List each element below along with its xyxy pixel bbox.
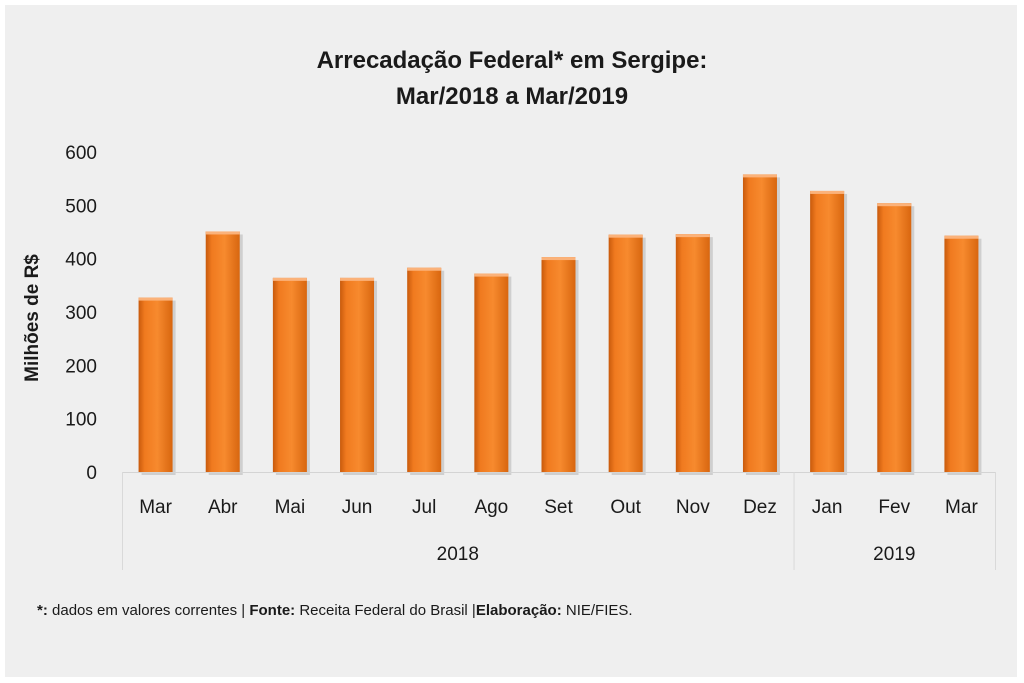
- bar-top: [810, 190, 845, 194]
- y-tick-label: 400: [65, 250, 97, 271]
- x-tick-label: Mai: [275, 497, 306, 518]
- bar-top: [944, 235, 979, 239]
- x-tick-label: Ago: [474, 497, 508, 518]
- y-axis-label: Milhões de R$: [22, 254, 43, 382]
- footnote-source-label: Fonte:: [249, 602, 296, 619]
- x-tick-label: Set: [544, 497, 573, 518]
- y-tick-label: 100: [65, 410, 97, 431]
- bar: [541, 257, 576, 472]
- bar: [138, 297, 173, 472]
- y-axis: 0 100 200 300 400 500 600: [65, 143, 97, 484]
- year-group-label: 2018: [437, 544, 479, 565]
- chart-title: Arrecadação Federal* em Sergipe: Mar/201…: [0, 43, 1024, 115]
- y-tick-label: 0: [86, 463, 97, 484]
- bar-top: [877, 203, 912, 207]
- x-axis: Mar Abr Mai Jun Jul Ago Set Out Nov Dez Jan Fev Mar 2…: [122, 472, 996, 570]
- bar: [608, 234, 643, 472]
- bar: [742, 174, 777, 472]
- bars-group: [138, 174, 982, 475]
- bar-top: [474, 273, 509, 277]
- bar-top: [608, 234, 643, 238]
- x-tick-label: Out: [610, 497, 641, 518]
- bar-top: [407, 267, 442, 271]
- x-tick-label: Fev: [878, 497, 910, 518]
- footnote-source-text: Receita Federal do Brasil |: [295, 602, 476, 619]
- chart-title-line2: Mar/2018 a Mar/2019: [395, 83, 629, 110]
- bar: [675, 234, 710, 472]
- bar: [944, 235, 979, 472]
- bar-top: [272, 277, 307, 281]
- footnote-asterisk-text: dados em valores correntes |: [47, 602, 250, 619]
- bar-top: [138, 297, 173, 301]
- x-tick-label: Nov: [676, 497, 710, 518]
- y-tick-label: 500: [65, 196, 97, 217]
- bar: [810, 190, 845, 472]
- year-group-label: 2019: [873, 544, 915, 565]
- chart-title-line1: Arrecadação Federal* em Sergipe:: [316, 47, 708, 74]
- footnote-asterisk-label: *:: [37, 602, 48, 619]
- bar-top: [205, 231, 240, 235]
- x-tick-label: Abr: [208, 497, 238, 518]
- x-tick-label: Jun: [342, 497, 373, 518]
- y-tick-label: 200: [65, 356, 97, 377]
- bar-top: [340, 277, 375, 281]
- y-tick-label: 600: [65, 143, 97, 164]
- bar-top: [742, 174, 777, 178]
- x-tick-label: Dez: [743, 497, 777, 518]
- bar: [205, 231, 240, 472]
- x-tick-label: Mar: [945, 497, 978, 518]
- y-tick-label: 300: [65, 303, 97, 324]
- bar: [272, 277, 307, 472]
- footnote: *: dados em valores correntes | Fonte: R…: [37, 602, 633, 619]
- bar: [877, 203, 912, 472]
- x-tick-label: Mar: [139, 497, 172, 518]
- bar: [340, 277, 375, 472]
- bar: [474, 273, 509, 472]
- x-tick-label: Jan: [812, 497, 843, 518]
- footnote-author-text: NIE/FIES.: [561, 602, 633, 619]
- bar-top: [541, 257, 576, 261]
- bar-top: [675, 234, 710, 238]
- x-tick-label: Jul: [412, 497, 436, 518]
- bar: [407, 267, 442, 472]
- footnote-author-label: Elaboração:: [475, 602, 562, 619]
